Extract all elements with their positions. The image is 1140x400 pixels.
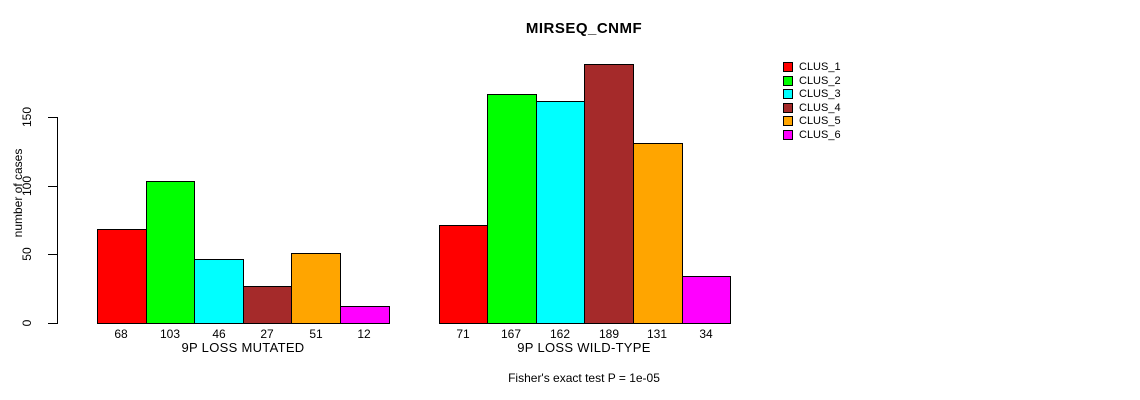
- legend-label: CLUS_5: [799, 115, 841, 127]
- bar-clus_4-group2: [584, 64, 634, 324]
- bar-value-label: 103: [159, 327, 181, 341]
- bar-clus_1-group1: [97, 229, 147, 324]
- y-tick-label: 150: [20, 106, 34, 128]
- y-tick-label: 0: [20, 319, 34, 327]
- legend-label: CLUS_2: [799, 75, 841, 87]
- bar-clus_3-group1: [194, 259, 244, 324]
- legend-swatch: [783, 76, 793, 86]
- bar-clus_6-group1: [340, 306, 390, 324]
- y-tick: [48, 117, 57, 118]
- y-axis-line: [57, 117, 58, 324]
- y-tick: [48, 186, 57, 187]
- legend-swatch: [783, 130, 793, 140]
- legend-label: CLUS_1: [799, 61, 841, 73]
- bar-value-label: 71: [456, 327, 470, 341]
- bar-value-label: 34: [699, 327, 713, 341]
- legend-label: CLUS_6: [799, 129, 841, 141]
- bar-value-label: 51: [309, 327, 323, 341]
- legend-label: CLUS_4: [799, 102, 841, 114]
- legend-swatch: [783, 62, 793, 72]
- legend-swatch: [783, 103, 793, 113]
- bar-value-label: 12: [357, 327, 371, 341]
- bar-clus_3-group2: [536, 101, 585, 324]
- bar-value-label: 46: [212, 327, 226, 341]
- group-label: 9P LOSS MUTATED: [181, 340, 305, 355]
- y-tick: [48, 323, 57, 324]
- legend-swatch: [783, 116, 793, 126]
- bar-value-label: 189: [598, 327, 620, 341]
- bar-value-label: 27: [260, 327, 274, 341]
- bar-clus_2-group1: [146, 181, 195, 324]
- bar-clus_4-group1: [243, 286, 292, 324]
- bar-value-label: 68: [114, 327, 128, 341]
- bar-clus_6-group2: [682, 276, 731, 324]
- bar-value-label: 167: [500, 327, 522, 341]
- bar-clus_2-group2: [487, 94, 537, 324]
- bar-clus_5-group1: [291, 253, 341, 324]
- legend-swatch: [783, 89, 793, 99]
- bar-clus_5-group2: [633, 143, 683, 324]
- legend-label: CLUS_3: [799, 88, 841, 100]
- group-label: 9P LOSS WILD-TYPE: [517, 340, 651, 355]
- caption: Fisher's exact test P = 1e-05: [508, 371, 660, 385]
- chart-title: MIRSEQ_CNMF: [525, 20, 643, 37]
- y-tick: [48, 254, 57, 255]
- y-tick-label: 50: [20, 247, 34, 261]
- bar-clus_1-group2: [439, 225, 488, 324]
- bar-value-label: 131: [646, 327, 668, 341]
- bar-value-label: 162: [549, 327, 571, 341]
- y-tick-label: 100: [20, 175, 34, 197]
